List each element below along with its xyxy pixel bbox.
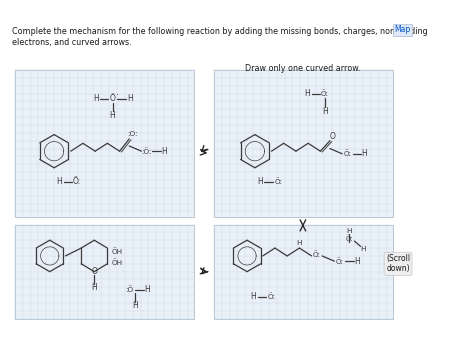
- Text: Complete the mechanism for the following reaction by adding the missing bonds, c: Complete the mechanism for the following…: [12, 27, 428, 47]
- Text: H: H: [354, 257, 360, 266]
- Bar: [15, 225, 194, 319]
- Text: H: H: [297, 240, 302, 246]
- Text: :O:: :O:: [128, 131, 138, 137]
- Text: H: H: [322, 107, 328, 116]
- Text: H: H: [93, 94, 99, 103]
- Text: H: H: [346, 228, 352, 234]
- Text: Ö:: Ö:: [321, 90, 329, 97]
- Text: Ö:: Ö:: [344, 151, 351, 157]
- Text: H: H: [109, 111, 116, 120]
- Text: H: H: [360, 246, 366, 252]
- Text: :Ö: :Ö: [125, 286, 133, 293]
- Text: H: H: [91, 283, 97, 292]
- Text: H: H: [250, 292, 256, 301]
- Text: H: H: [257, 177, 263, 186]
- Text: H: H: [145, 285, 150, 294]
- Text: H: H: [161, 147, 167, 156]
- Bar: [214, 225, 393, 319]
- Text: Ö:: Ö:: [73, 177, 81, 186]
- Text: H: H: [56, 177, 62, 186]
- Text: H: H: [127, 94, 133, 103]
- Text: H: H: [361, 149, 367, 158]
- Text: Ö:: Ö:: [346, 235, 353, 242]
- Text: :Ö:: :Ö:: [141, 148, 152, 155]
- Bar: [214, 70, 393, 217]
- Text: H: H: [132, 301, 138, 310]
- Text: Ö:: Ö:: [313, 251, 321, 258]
- Text: Map: Map: [394, 26, 411, 35]
- Bar: [15, 70, 194, 217]
- Text: ÖH: ÖH: [111, 260, 123, 266]
- Text: H: H: [304, 89, 310, 98]
- Text: O: O: [329, 132, 336, 141]
- Text: Ö:: Ö:: [267, 293, 275, 300]
- Text: Draw only one curved arrow.: Draw only one curved arrow.: [245, 64, 361, 73]
- Text: ·: ·: [116, 90, 119, 100]
- Text: (Scroll
down): (Scroll down): [386, 254, 410, 273]
- Text: Ö:: Ö:: [336, 258, 344, 265]
- Text: Ö:: Ö:: [274, 178, 283, 185]
- Text: O: O: [91, 267, 97, 276]
- Text: ÖH: ÖH: [111, 248, 123, 255]
- Text: Ö: Ö: [109, 94, 116, 103]
